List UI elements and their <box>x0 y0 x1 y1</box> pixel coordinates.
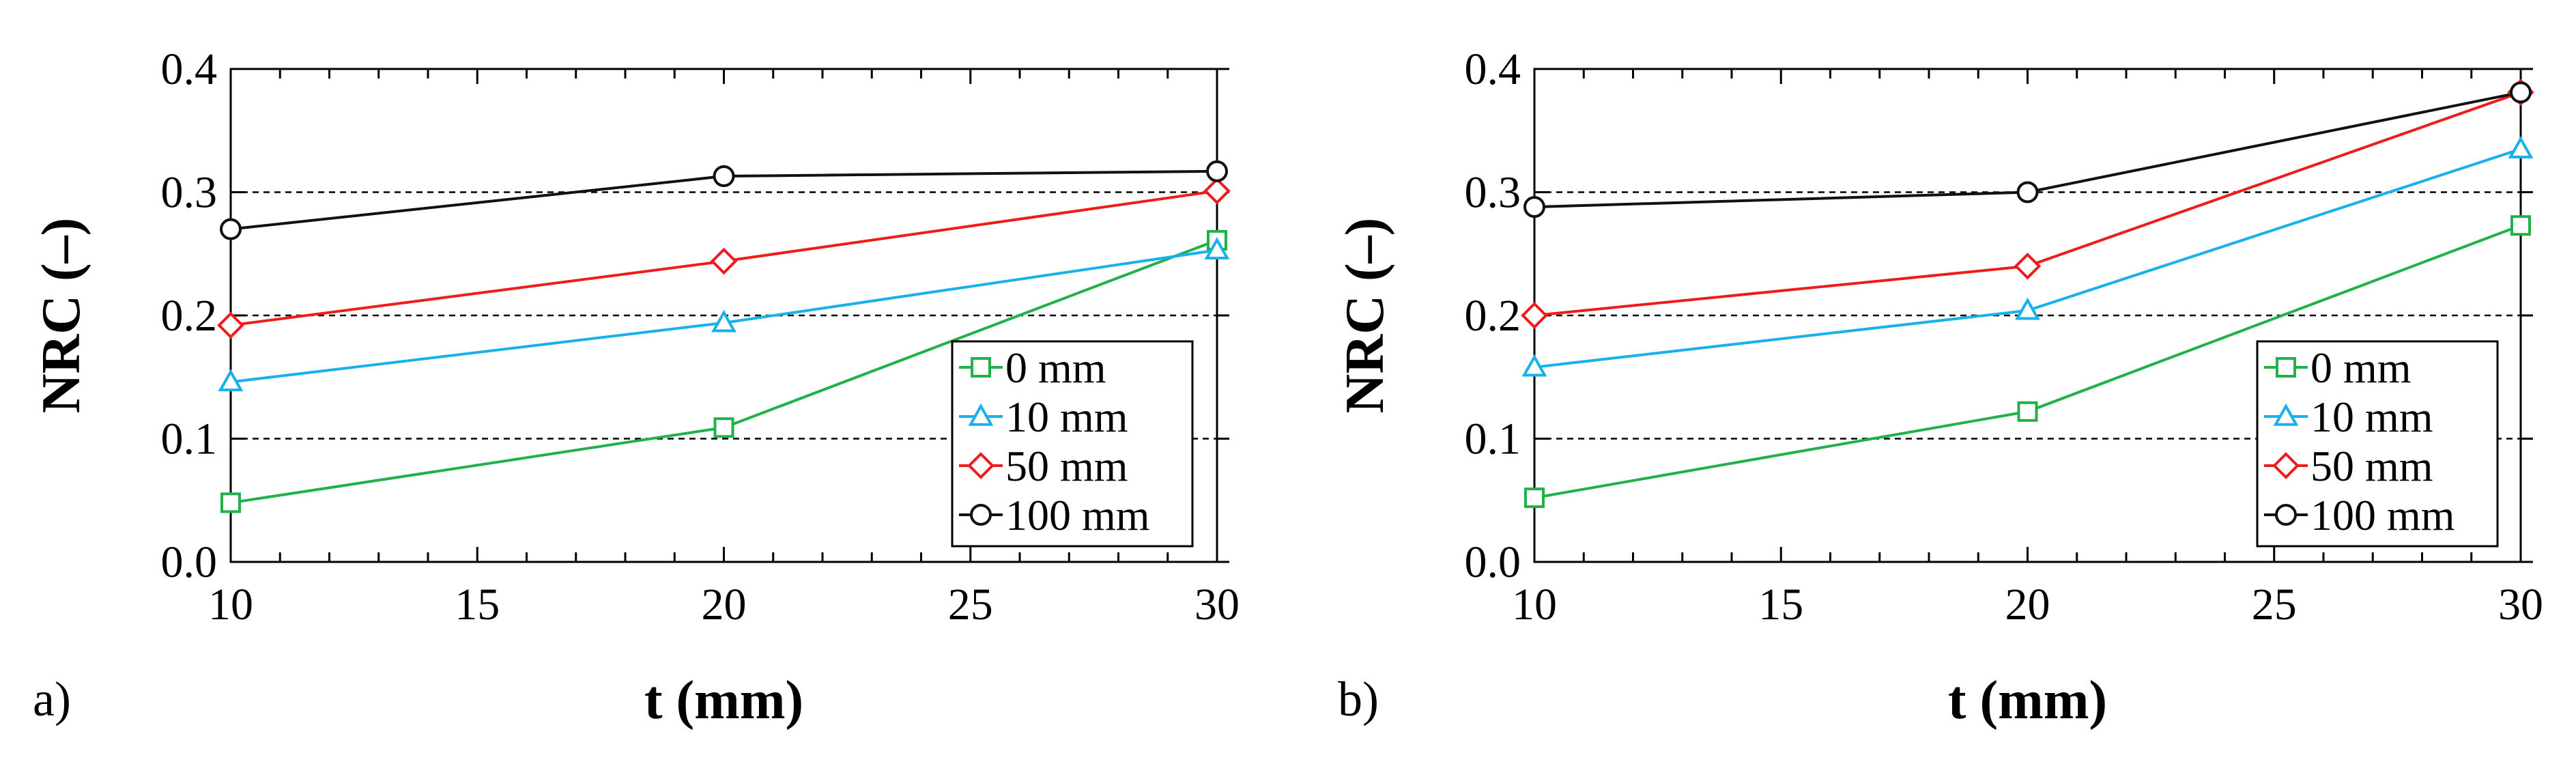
data-point-100-mm <box>1206 160 1228 182</box>
legend-box <box>951 340 1194 548</box>
x-tick-label: 25 <box>2252 580 2297 629</box>
data-point-0-mm <box>2017 401 2038 422</box>
x-tick-label: 10 <box>208 580 253 629</box>
data-point-50-mm <box>1203 177 1231 205</box>
panel-label: b) <box>1338 672 1379 726</box>
x-tick-label: 15 <box>455 580 500 629</box>
data-point-100-mm <box>713 165 735 188</box>
legend-box <box>2256 340 2499 548</box>
legend-label: 50 mm <box>2310 442 2433 490</box>
x-tick-label: 10 <box>1512 580 1557 629</box>
data-point-10-mm <box>1204 237 1230 260</box>
y-tick-label: 0.2 <box>161 291 218 341</box>
data-point-100-mm <box>1523 196 1545 218</box>
y-tick-label: 0.4 <box>161 44 218 94</box>
legend-marker <box>2276 357 2296 378</box>
legend-label: 50 mm <box>1005 442 1128 490</box>
data-point-50-mm <box>710 247 738 275</box>
data-point-10-mm <box>2015 297 2040 320</box>
data-point-10-mm <box>218 369 244 392</box>
panel-label: a) <box>33 672 71 726</box>
legend-label: 100 mm <box>2310 491 2455 539</box>
legend-label: 10 mm <box>1005 393 1128 441</box>
data-point-50-mm <box>1521 302 1548 329</box>
data-point-0-mm <box>2510 215 2531 236</box>
data-point-50-mm <box>2014 252 2042 280</box>
legend-label: 0 mm <box>1005 343 1106 392</box>
x-axis-title: t (mm) <box>644 670 803 731</box>
data-point-100-mm <box>2510 81 2532 104</box>
data-point-100-mm <box>220 218 242 240</box>
y-tick-label: 0.4 <box>1465 44 1521 94</box>
x-tick-label: 15 <box>1758 580 1803 629</box>
y-axis-title: NRC (–) <box>31 218 91 414</box>
y-tick-label: 0.1 <box>161 414 218 464</box>
legend-marker <box>968 403 994 426</box>
chart-panel-a: 10 15 20 25 30 0.0 0.1 0.2 0.3 0.4 t (mm) NRC (–) a)… <box>31 44 1240 731</box>
data-point-10-mm <box>711 309 736 333</box>
x-axis-title: t (mm) <box>1948 670 2107 731</box>
data-point-100-mm <box>2016 181 2039 203</box>
y-axis-title: NRC (–) <box>1335 218 1395 414</box>
legend-label: 10 mm <box>2310 393 2433 441</box>
legend-marker <box>2273 403 2299 426</box>
legend-marker <box>967 452 994 479</box>
x-tick-label: 20 <box>2005 580 2050 629</box>
data-point-10-mm <box>2508 136 2534 159</box>
y-tick-label: 0.1 <box>1465 414 1521 464</box>
legend-marker <box>2272 452 2300 479</box>
y-tick-label: 0.3 <box>1465 168 1521 218</box>
legend-marker <box>2275 504 2297 526</box>
x-tick-label: 20 <box>702 580 747 629</box>
data-point-0-mm <box>713 417 734 438</box>
legend-marker <box>971 357 991 378</box>
x-tick-label: 30 <box>2498 580 2543 629</box>
data-point-0-mm <box>1524 487 1545 509</box>
y-tick-label: 0.0 <box>161 537 218 587</box>
data-point-0-mm <box>220 492 241 513</box>
chart-panel-b: 10 15 20 25 30 0.0 0.1 0.2 0.3 0.4 t (mm) NRC (–) b)… <box>1335 44 2543 731</box>
y-tick-label: 0.2 <box>1465 291 1521 341</box>
legend-label: 0 mm <box>2310 343 2412 392</box>
x-tick-label: 30 <box>1194 580 1240 629</box>
legend-label: 100 mm <box>1005 491 1150 539</box>
legend-marker <box>970 504 992 526</box>
y-tick-label: 0.3 <box>161 168 218 218</box>
y-tick-label: 0.0 <box>1465 537 1521 587</box>
data-point-10-mm <box>1521 354 1547 377</box>
data-point-50-mm <box>217 311 244 339</box>
x-tick-label: 25 <box>948 580 993 629</box>
